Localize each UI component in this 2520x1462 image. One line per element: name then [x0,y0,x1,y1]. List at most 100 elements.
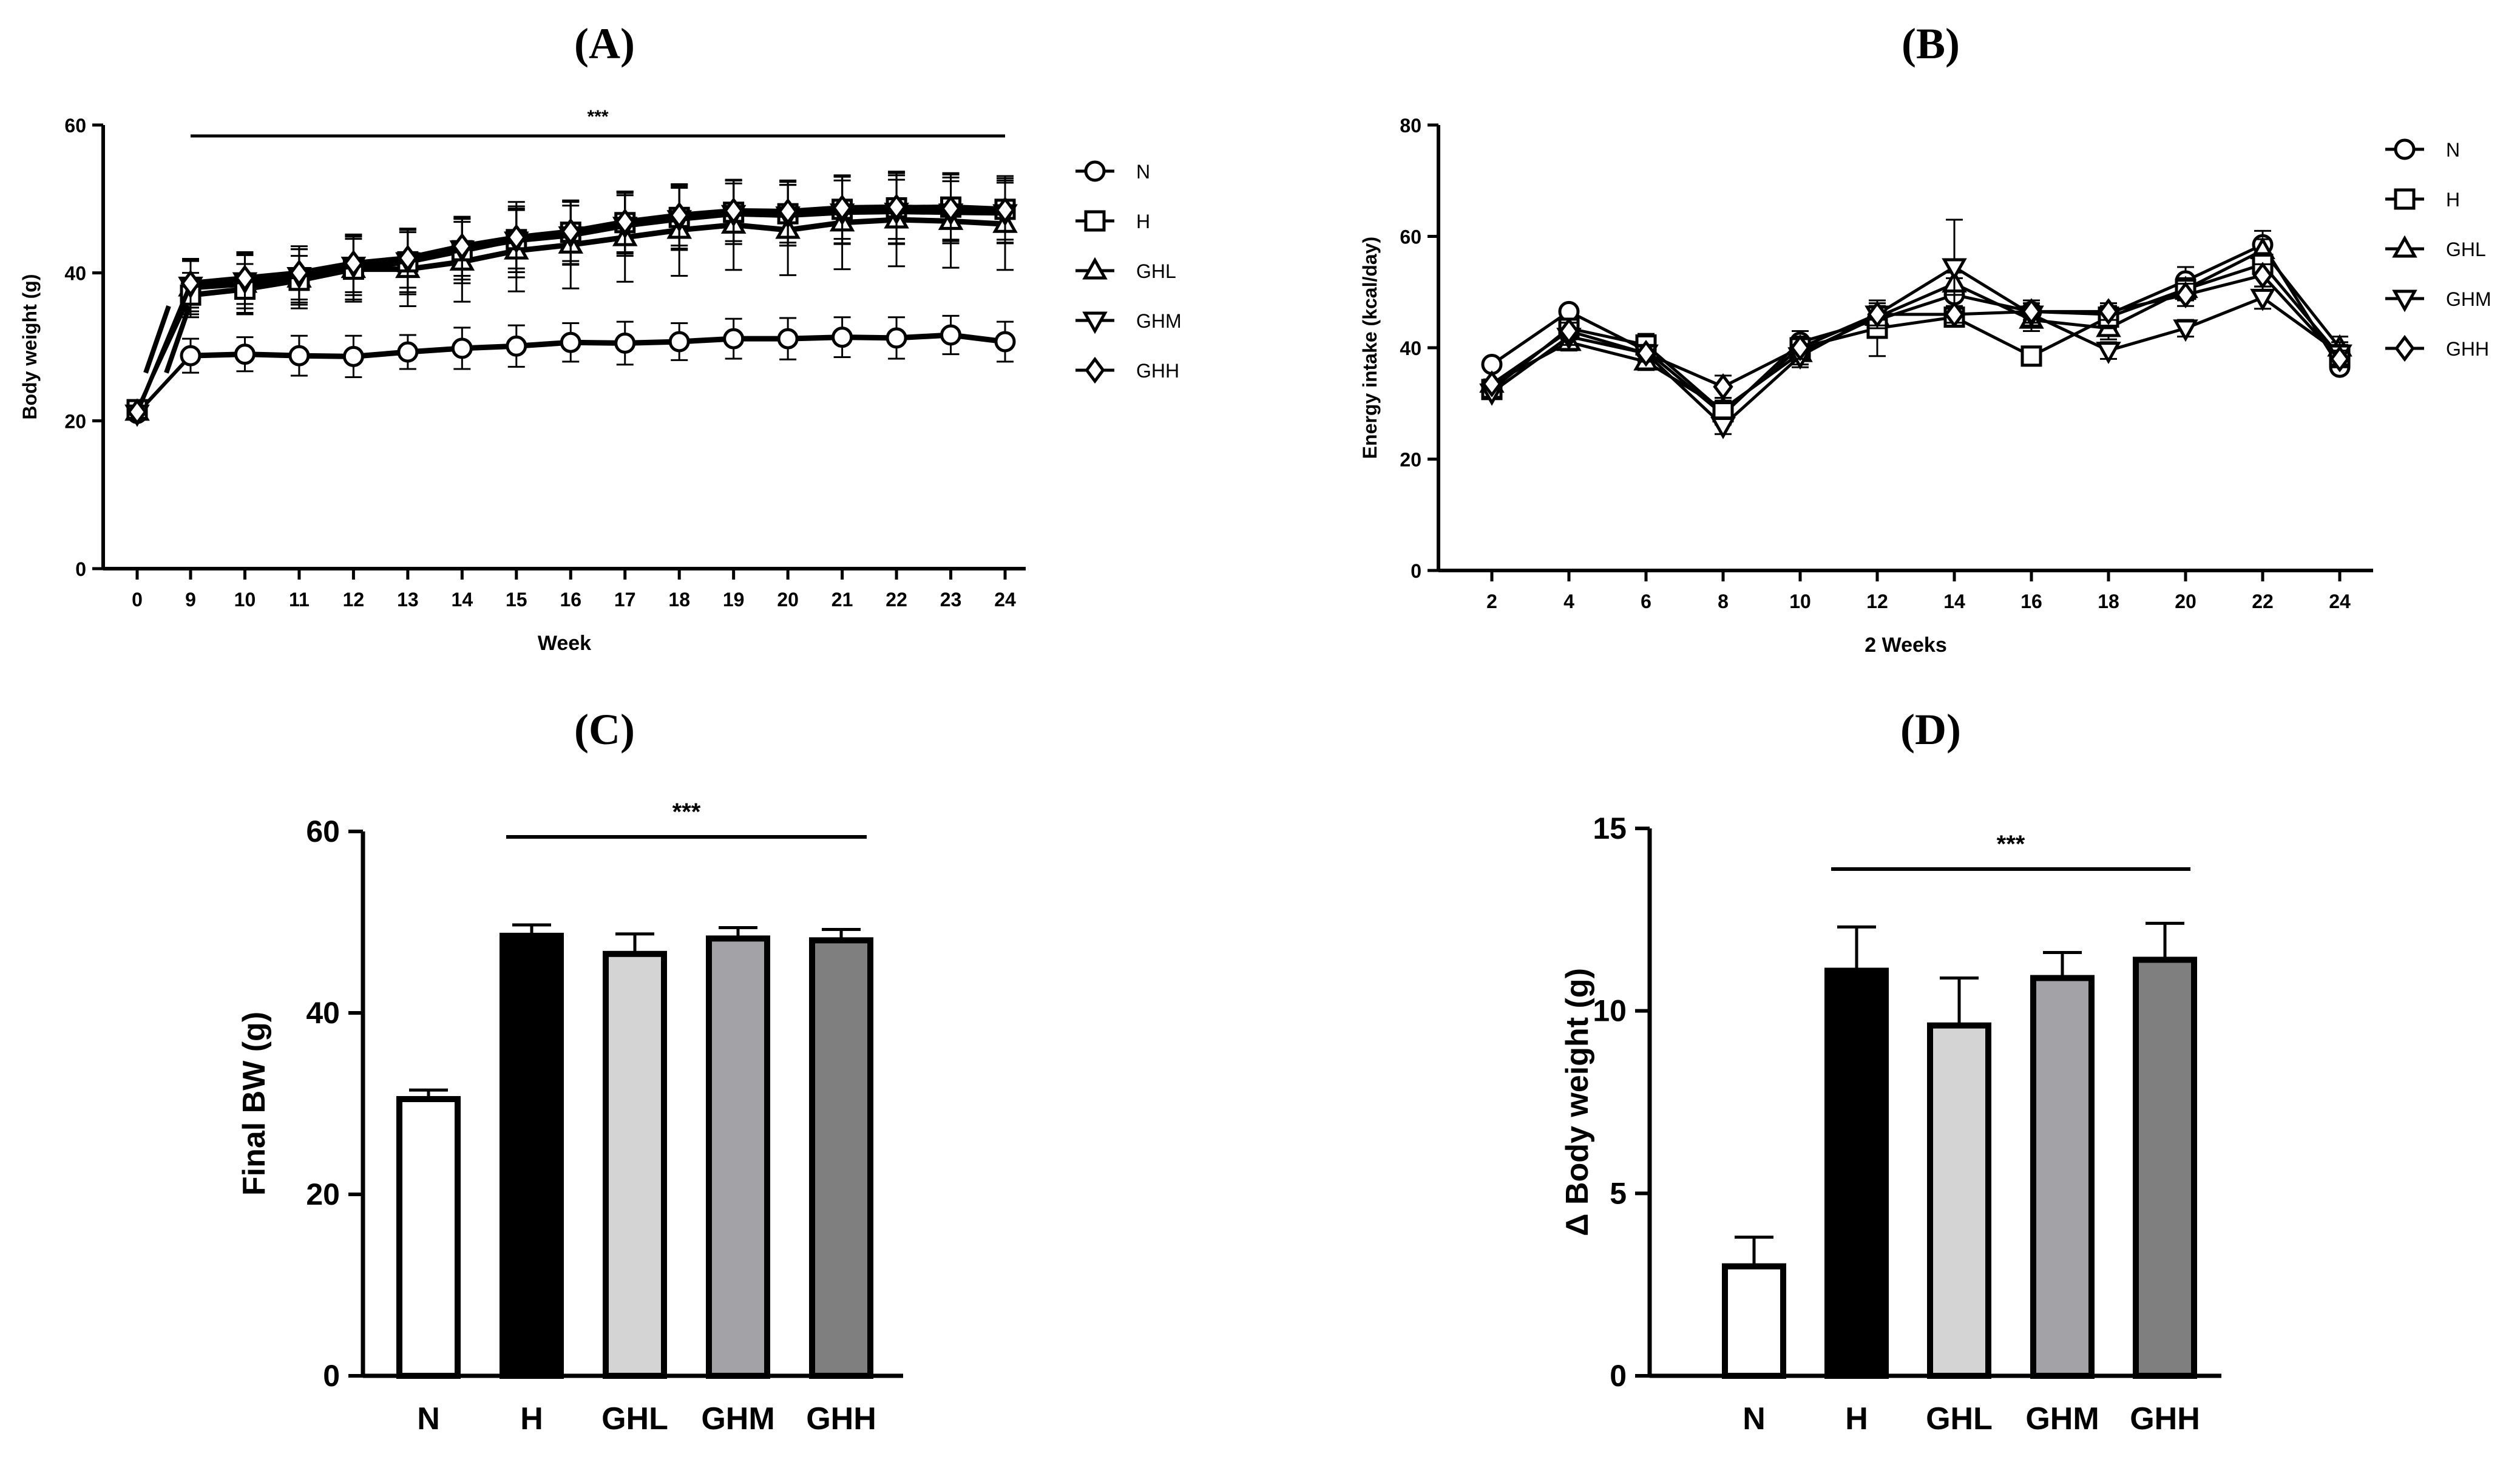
x-tick-label: 22 [886,589,907,611]
legend-label: N [1136,161,1150,183]
data-point [1942,258,1967,281]
legend-item-ghh: GHH [1075,356,1179,384]
x-tick-label: 14 [1943,591,1965,612]
x-tick-label: 10 [234,589,256,611]
legend-item-ghl: GHL [1075,257,1176,282]
x-tick-label: 14 [452,589,473,611]
series-n [126,314,1016,424]
data-point [127,398,147,425]
data-point [995,196,1015,224]
bar-ghm [2030,950,2095,1379]
y-tick-label: 0 [1610,1359,1627,1393]
data-point [669,201,689,229]
panel-label: (A) [574,19,635,68]
data-point [668,331,690,353]
x-axis-title: 2 Weeks [1865,634,1946,657]
y-tick-label: 40 [306,996,340,1030]
legend-label: GHL [2446,239,2486,260]
bar-h [1824,925,1889,1379]
x-tick-label: GHH [2130,1401,2200,1437]
y-tick-label: 80 [1400,115,1421,137]
data-point [398,245,418,272]
legend-marker [2394,188,2416,210]
bar-rect [1722,1263,1786,1379]
x-tick-label: 10 [1789,591,1811,612]
series-line [1491,248,2341,411]
legend-marker [1084,160,1106,182]
data-point [1482,370,1502,398]
legend-marker [2394,334,2415,362]
x-tick-label: N [417,1401,440,1437]
y-tick-label: 10 [1593,994,1627,1028]
bar-ghl [1927,976,1991,1379]
significance-label: *** [587,107,608,127]
y-tick-label: 0 [1411,560,1421,582]
panel-a: (A) 0 20 40 60 0 9 10 11 12 13 14 15 16 17 18 19 20 21 22 23… [19,19,1182,655]
x-tick-label: 18 [2098,591,2119,612]
data-point [1944,300,1965,328]
legend-label: H [2446,189,2460,211]
legend-marker [1085,356,1105,384]
data-point [723,328,745,350]
y-tick-label: 15 [1593,811,1627,845]
bar-ghh [2133,921,2197,1379]
series-n [1481,229,2351,426]
bar-rect [706,935,770,1379]
data-point [234,344,256,365]
data-point [886,194,907,221]
x-tick-label: 8 [1718,591,1729,612]
y-tick-label: 20 [64,410,86,432]
x-tick-label: 20 [2175,591,2197,612]
legend-label: GHL [1136,260,1176,282]
bar-rect [2030,975,2095,1379]
bar-n [396,1088,461,1379]
data-point [777,198,798,225]
data-point [1636,340,1656,367]
series-ghm [1479,218,2352,439]
data-point [560,331,581,353]
x-tick-label: 21 [832,589,853,611]
x-tick-label: 15 [506,589,527,611]
x-tick-label: 12 [343,589,365,611]
y-tick-label: 0 [323,1359,340,1393]
data-point [289,259,310,286]
x-tick-label: 16 [2020,591,2042,612]
y-tick-label: 0 [75,558,86,580]
data-point [723,197,744,225]
y-tick-label: 40 [64,263,86,285]
x-tick-label: H [520,1401,543,1437]
bar-rect [500,932,564,1379]
bar-rect [603,950,667,1379]
panel-label: (B) [1902,19,1960,68]
series-line-segment [135,282,192,413]
series-line [190,332,1006,359]
bar-ghm [706,926,770,1379]
x-tick-label: N [1743,1401,1766,1437]
legend-marker [1082,257,1108,280]
series-line [1491,262,2341,414]
x-tick-label: 23 [940,589,962,611]
x-tick-label: 6 [1641,591,1651,612]
legend-marker [2394,138,2416,160]
x-tick-label: H [1845,1401,1868,1437]
x-tick-label: 2 [1486,591,1497,612]
legend-label: GHM [2446,288,2491,310]
data-point [1710,416,1736,439]
bar-rect [2133,956,2197,1379]
legend-item-ghm: GHM [2385,288,2491,313]
data-point [2173,319,2198,342]
data-point [777,328,799,350]
x-axis-title: Week [538,632,591,655]
data-point [506,335,527,357]
data-point [343,249,364,277]
x-tick-label: GHL [601,1401,668,1437]
x-tick-label: 19 [723,589,745,611]
data-point [832,194,853,222]
panel-label: (C) [574,705,635,754]
bar-rect [1927,1022,1991,1379]
x-tick-label: 11 [289,589,310,611]
legend-marker [1084,210,1106,232]
legend-label: GHH [2446,338,2489,360]
data-point [560,218,581,245]
